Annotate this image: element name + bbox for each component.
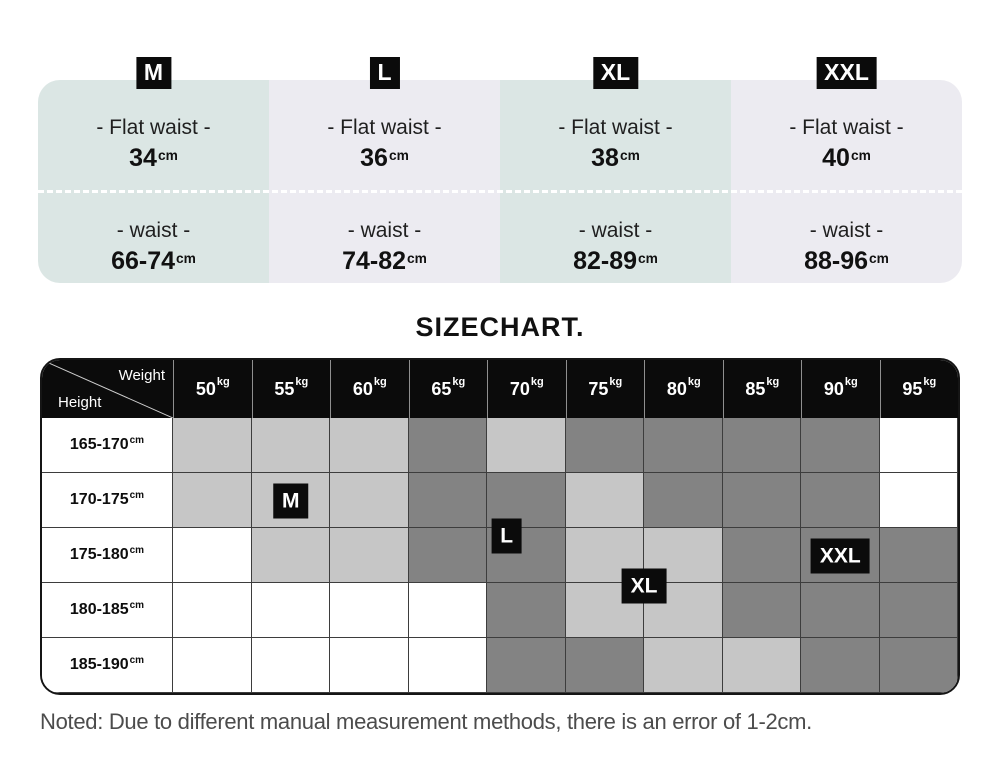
- weight-header-cell: 55 kg: [251, 360, 330, 418]
- grid-cell: [722, 583, 801, 638]
- height-axis-label: Height: [58, 394, 102, 411]
- height-row-label: 165-170 cm: [42, 418, 173, 473]
- waist-label: - waist -: [347, 219, 422, 242]
- waist-label: - waist -: [809, 219, 884, 242]
- grid-cell: [330, 583, 409, 638]
- grid-cell: [801, 638, 880, 693]
- grid-cell: [879, 583, 958, 638]
- size-badge: XL: [592, 57, 639, 89]
- waist-label: - waist -: [116, 219, 191, 242]
- diagonal-line-icon: [42, 360, 173, 418]
- waist-value: 66-74cm: [111, 247, 196, 275]
- grid-cell: [408, 528, 487, 583]
- grid-cell: [251, 528, 330, 583]
- waist-label: - waist -: [578, 219, 653, 242]
- grid-cell: [408, 473, 487, 528]
- weight-header-cell: 50 kg: [173, 360, 252, 418]
- grid-cell: [565, 418, 644, 473]
- grid-cell: [644, 473, 723, 528]
- grid-size-marker: XL: [621, 568, 667, 604]
- grid-cell: [565, 473, 644, 528]
- waist-value: 74-82cm: [342, 247, 427, 275]
- size-column: XL - Flat waist - 38cm - waist - 82-89cm: [500, 57, 731, 283]
- weight-header-cell: 60 kg: [330, 360, 409, 418]
- grid-cell: [173, 418, 252, 473]
- grid-cell: [487, 638, 566, 693]
- weight-header-cell: 95 kg: [879, 360, 958, 418]
- height-row-label: 170-175 cm: [42, 473, 173, 528]
- grid-cell: [487, 418, 566, 473]
- grid-cell: [722, 528, 801, 583]
- size-badge-label: M: [143, 59, 164, 85]
- measurement-note: Noted: Due to different manual measureme…: [40, 709, 812, 734]
- height-row-label: 185-190 cm: [42, 638, 173, 693]
- grid-cell: [330, 473, 409, 528]
- size-column: M - Flat waist - 34cm - waist - 66-74cm: [38, 57, 269, 283]
- size-badge-label: XXL: [824, 59, 869, 85]
- corner-cell: Weight Height: [42, 360, 173, 418]
- flat-waist-value: 40cm: [822, 144, 871, 172]
- size-summary-panel: M - Flat waist - 34cm - waist - 66-74cm …: [38, 57, 962, 283]
- weight-axis-label: Weight: [118, 367, 165, 384]
- grid-cell: [487, 583, 566, 638]
- size-chart-table: Weight Height 50 kg 55 kg 60 kg 65 kg 70 kg 7…: [40, 358, 960, 695]
- grid-cell: [173, 583, 252, 638]
- height-row-label: 180-185 cm: [42, 583, 173, 638]
- grid-size-marker: L: [491, 518, 523, 554]
- page-title: SIZECHART.: [415, 312, 585, 342]
- grid-cell: [644, 638, 723, 693]
- waist-value: 82-89cm: [573, 247, 658, 275]
- flat-waist-label: - Flat waist -: [96, 116, 211, 139]
- size-badge: M: [135, 57, 172, 89]
- grid-cell: [722, 638, 801, 693]
- grid-cell: [251, 418, 330, 473]
- grid-cell: [879, 418, 958, 473]
- grid-cell: [251, 583, 330, 638]
- waist-value: 88-96cm: [804, 247, 889, 275]
- flat-waist-label: - Flat waist -: [558, 116, 673, 139]
- grid-cell: [879, 638, 958, 693]
- size-badge-label: XL: [600, 59, 631, 85]
- weight-header-cell: 85 kg: [722, 360, 801, 418]
- weight-header-cell: 70 kg: [487, 360, 566, 418]
- grid-cell: [879, 528, 958, 583]
- weight-header-cell: 80 kg: [644, 360, 723, 418]
- grid-cell: [251, 638, 330, 693]
- grid-cell: [408, 638, 487, 693]
- grid-cell: [408, 418, 487, 473]
- grid-cell: [565, 638, 644, 693]
- size-chart-grid: Weight Height 50 kg 55 kg 60 kg 65 kg 70 kg 7…: [40, 358, 960, 695]
- grid-cell: [173, 473, 252, 528]
- weight-header-cell: 75 kg: [565, 360, 644, 418]
- size-badge-label: L: [377, 59, 392, 85]
- flat-waist-label: - Flat waist -: [327, 116, 442, 139]
- grid-cell: [330, 638, 409, 693]
- grid-cell: [173, 528, 252, 583]
- grid-size-marker: M: [273, 483, 309, 518]
- grid-cell: [722, 418, 801, 473]
- size-column: XXL - Flat waist - 40cm - waist - 88-96c…: [731, 57, 962, 283]
- grid-cell: [801, 418, 880, 473]
- grid-cell: [330, 528, 409, 583]
- grid-cell: [173, 638, 252, 693]
- grid-cell: [408, 583, 487, 638]
- grid-size-marker: XXL: [810, 538, 870, 573]
- grid-cell: [801, 583, 880, 638]
- size-badge: L: [369, 57, 400, 89]
- height-row-label: 175-180 cm: [42, 528, 173, 583]
- size-column: L - Flat waist - 36cm - waist - 74-82cm: [269, 57, 500, 283]
- flat-waist-label: - Flat waist -: [789, 116, 904, 139]
- grid-cell: [801, 473, 880, 528]
- flat-waist-value: 36cm: [360, 144, 409, 172]
- grid-cell: [330, 418, 409, 473]
- flat-waist-value: 34cm: [129, 144, 178, 172]
- weight-header-cell: 90 kg: [801, 360, 880, 418]
- size-badge: XXL: [816, 57, 877, 89]
- grid-cell: [722, 473, 801, 528]
- flat-waist-value: 38cm: [591, 144, 640, 172]
- grid-cell: [879, 473, 958, 528]
- weight-header-cell: 65 kg: [408, 360, 487, 418]
- grid-cell: [644, 418, 723, 473]
